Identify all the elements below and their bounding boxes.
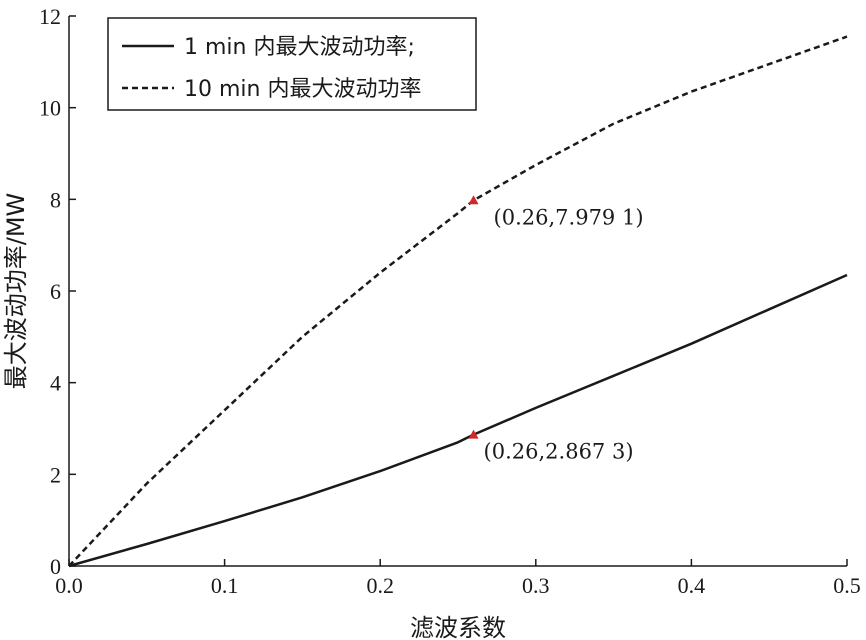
y-tick-label: 0 [50,554,61,579]
x-axis: 0.0 0.1 0.2 0.3 0.4 0.5 [55,559,861,598]
annotation-layer: (0.26,7.979 1) (0.26,2.867 3) [468,195,644,464]
y-axis: 0 2 4 6 8 10 12 [39,4,76,579]
annotation-label: (0.26,7.979 1) [494,205,644,229]
annotation-label: (0.26,2.867 3) [484,440,634,464]
y-tick-label: 2 [50,462,61,487]
x-tick-label: 0.5 [833,573,861,598]
y-tick-label: 10 [39,96,61,121]
series-line-10min [68,35,848,567]
y-axis-title: 最大波动功率/MW [2,193,30,390]
x-tick-label: 0.3 [522,573,550,598]
y-tick-label: 12 [39,4,61,29]
y-tick-label: 8 [50,187,61,212]
x-tick-label: 0.4 [678,573,706,598]
series-line-1min [68,273,848,568]
legend-box [107,17,477,111]
y-tick-label: 6 [50,279,61,304]
y-tick-label: 4 [50,371,61,396]
x-tick-label: 0.2 [366,573,394,598]
annotation-marker [468,429,479,439]
x-tick-label: 0.0 [55,573,83,598]
x-tick-label: 0.1 [211,573,239,598]
annotation-marker [468,195,479,205]
legend-label-1min: 1 min 内最大波动功率; [184,35,415,60]
series-layer [68,35,848,568]
x-axis-title: 滤波系数 [410,614,506,640]
legend: 1 min 内最大波动功率; 10 min 内最大波动功率 [107,17,477,111]
legend-label-10min: 10 min 内最大波动功率 [184,77,421,102]
